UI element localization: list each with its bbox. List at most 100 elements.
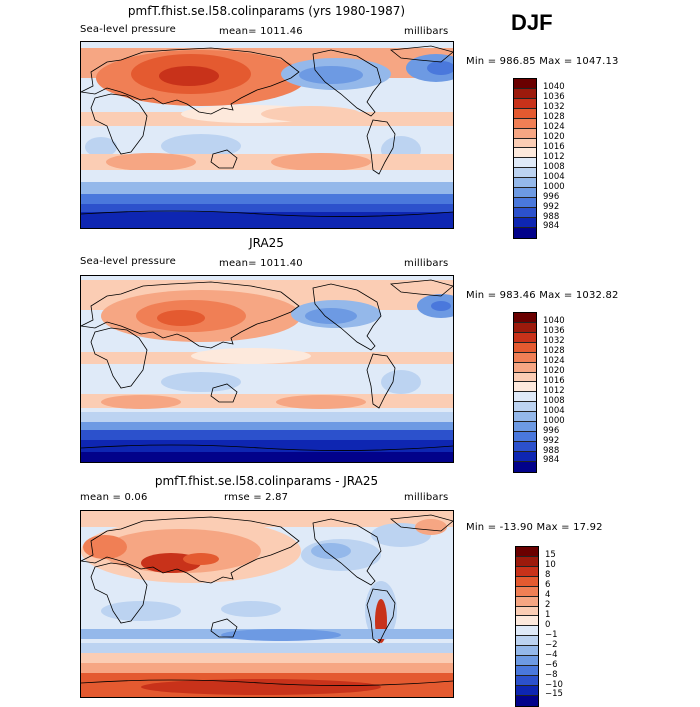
colorbar-label: 1032 — [543, 336, 565, 347]
panel-2-map — [80, 275, 454, 463]
colorbar-swatch — [514, 138, 536, 149]
colorbar-label: 1012 — [543, 385, 565, 396]
colorbar-label: 1012 — [543, 151, 565, 162]
colorbar-label: −6 — [545, 659, 558, 670]
colorbar-label: 1040 — [543, 316, 565, 327]
colorbar-swatch — [514, 322, 536, 333]
colorbar-label: 8 — [545, 570, 551, 581]
panel-3-mean-label: mean = 0.06 — [80, 492, 148, 503]
colorbar-label: 0 — [545, 619, 551, 630]
panel-2-variable-label: Sea-level pressure — [80, 256, 176, 267]
colorbar-swatch — [516, 566, 538, 577]
colorbar-swatch — [516, 656, 538, 667]
colorbar-swatch — [514, 108, 536, 119]
panel-2-range-text: Min = 983.46 Max = 1032.82 — [466, 290, 619, 301]
colorbar-label: 1020 — [543, 366, 565, 377]
colorbar-label: 1000 — [543, 415, 565, 426]
colorbar-swatch — [516, 675, 538, 686]
colorbar-swatch — [514, 168, 536, 179]
colorbar-label: −4 — [545, 649, 558, 660]
colorbar-label: 988 — [543, 211, 560, 222]
colorbar-swatch — [514, 461, 536, 472]
panel-1-title: pmfT.fhist.se.l58.colinparams (yrs 1980-… — [127, 4, 406, 18]
colorbar-swatch — [514, 382, 536, 393]
colorbar-label: 1032 — [543, 102, 565, 113]
panel-3-title: pmfT.fhist.se.l58.colinparams - JRA25 — [154, 474, 379, 488]
colorbar-label: 4 — [545, 590, 551, 601]
colorbar-label: 1016 — [543, 376, 565, 386]
colorbar-label: −1 — [545, 629, 558, 640]
colorbar-swatch — [514, 88, 536, 99]
colorbar-label: −8 — [545, 669, 558, 680]
panel-2-mean-label: mean= 1011.40 — [219, 258, 303, 269]
colorbar-swatch — [514, 342, 536, 353]
colorbar-swatch — [516, 616, 538, 627]
panel-2-units-label: millibars — [404, 258, 449, 269]
colorbar-label: 15 — [545, 550, 556, 561]
panel-1-map-field — [81, 42, 453, 228]
panel-2-colorbar — [513, 312, 537, 473]
colorbar-swatch — [514, 128, 536, 139]
colorbar-swatch — [514, 422, 536, 433]
panel-1-mean-label: mean= 1011.46 — [219, 26, 303, 37]
colorbar-label: 992 — [543, 201, 560, 212]
colorbar-swatch — [516, 646, 538, 657]
panel-3-map — [80, 510, 454, 698]
colorbar-label: −15 — [545, 689, 563, 700]
panel-3-range-text: Min = -13.90 Max = 17.92 — [466, 522, 603, 533]
colorbar-swatch — [514, 158, 536, 169]
colorbar-swatch — [514, 432, 536, 442]
colorbar-swatch — [514, 332, 536, 343]
colorbar-label: 1040 — [543, 82, 565, 93]
colorbar-label: 1008 — [543, 161, 565, 172]
colorbar-swatch — [516, 596, 538, 607]
colorbar-swatch — [514, 98, 536, 109]
panel-1-map — [80, 41, 454, 229]
colorbar-label: 996 — [543, 425, 560, 436]
colorbar-label: 992 — [543, 435, 560, 446]
colorbar-label: 1 — [545, 610, 551, 620]
colorbar-swatch — [514, 451, 536, 462]
colorbar-swatch — [514, 352, 536, 363]
season-label: DJF — [511, 10, 553, 35]
colorbar-label: 996 — [543, 191, 560, 202]
colorbar-swatch — [514, 198, 536, 208]
colorbar-label: −2 — [545, 639, 558, 650]
colorbar-swatch — [514, 227, 536, 238]
colorbar-label: 1024 — [543, 122, 565, 133]
colorbar-swatch — [514, 392, 536, 403]
colorbar-label: 2 — [545, 600, 551, 611]
panel-3-units-label: millibars — [404, 492, 449, 503]
colorbar-swatch — [514, 441, 536, 452]
colorbar-swatch — [516, 556, 538, 567]
colorbar-swatch — [516, 547, 538, 557]
colorbar-swatch — [514, 118, 536, 129]
colorbar-swatch — [514, 207, 536, 218]
colorbar-label: 1028 — [543, 346, 565, 357]
colorbar-swatch — [514, 362, 536, 373]
colorbar-swatch — [514, 313, 536, 323]
colorbar-label: 1016 — [543, 142, 565, 152]
colorbar-swatch — [514, 188, 536, 199]
colorbar-swatch — [514, 217, 536, 228]
panel-3-map-field — [81, 511, 453, 697]
colorbar-label: 6 — [545, 580, 551, 591]
panel-2-title: JRA25 — [249, 236, 284, 250]
colorbar-label: 1020 — [543, 132, 565, 143]
colorbar-swatch — [514, 148, 536, 159]
colorbar-label: 1000 — [543, 181, 565, 192]
colorbar-swatch — [516, 626, 538, 637]
colorbar-label: 1024 — [543, 356, 565, 367]
panel-3-rmse-label: rmse = 2.87 — [224, 492, 289, 503]
panel-1-colorbar — [513, 78, 537, 239]
colorbar-swatch — [514, 178, 536, 189]
colorbar-swatch — [514, 372, 536, 383]
colorbar-label: 1004 — [543, 405, 565, 416]
colorbar-label: 988 — [543, 445, 560, 456]
panel-1-variable-label: Sea-level pressure — [80, 24, 176, 35]
colorbar-swatch — [516, 685, 538, 696]
panel-3-colorbar — [515, 546, 539, 707]
colorbar-swatch — [516, 695, 538, 706]
colorbar-label: 1004 — [543, 171, 565, 182]
colorbar-swatch — [514, 402, 536, 413]
